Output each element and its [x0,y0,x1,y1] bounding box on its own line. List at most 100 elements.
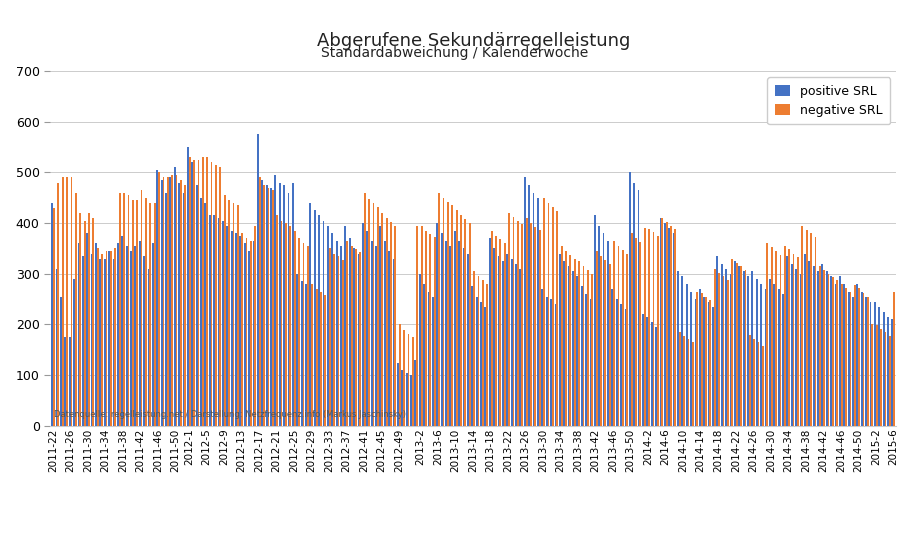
Bar [760,284,762,426]
Bar [246,238,248,426]
Bar [82,256,84,426]
Bar [350,246,352,426]
Bar [386,218,388,426]
Bar [725,269,727,426]
Bar [694,299,696,426]
Bar [570,254,571,426]
Bar [782,294,784,426]
Bar [590,299,592,426]
Bar [333,253,335,426]
Bar [342,259,344,426]
Bar [406,372,408,426]
Bar [392,259,394,426]
Bar [104,259,106,426]
Bar [648,229,650,426]
Bar [594,216,596,426]
Bar [456,210,458,426]
Bar [115,248,116,426]
Bar [401,370,403,426]
Bar [517,221,519,426]
Bar [414,360,416,426]
Bar [688,339,690,426]
Bar [56,269,57,426]
Bar [883,312,885,426]
Bar [62,177,64,426]
Bar [263,185,265,426]
Bar [858,288,860,426]
Bar [233,203,235,426]
Bar [410,375,412,426]
Bar [270,188,272,426]
Bar [747,276,749,426]
Bar [616,299,618,426]
Bar [805,230,807,426]
Bar [412,337,414,426]
Bar [775,251,777,426]
Bar [526,218,528,426]
Bar [250,241,252,426]
Bar [585,294,587,426]
Bar [200,198,202,426]
Bar [178,182,180,426]
Bar [703,296,705,426]
Bar [241,233,243,426]
Bar [439,193,440,426]
Bar [572,271,574,426]
Bar [375,246,377,426]
Bar [788,250,790,426]
Bar [664,223,666,426]
Bar [347,241,349,426]
Bar [743,271,744,426]
Bar [174,167,176,426]
Bar [612,289,613,426]
Bar [88,213,90,426]
Bar [349,238,350,426]
Bar [604,259,606,426]
Bar [692,342,693,426]
Bar [629,173,631,426]
Bar [744,270,746,426]
Bar [727,280,729,426]
Bar [819,266,821,426]
Bar [215,165,217,426]
Bar [425,230,427,426]
Bar [467,253,469,426]
Bar [205,203,207,426]
Bar [512,217,514,426]
Bar [113,259,115,426]
Bar [420,225,422,426]
Bar [440,233,442,426]
Bar [180,180,182,426]
Bar [596,251,598,426]
Bar [379,225,381,426]
Bar [813,266,814,426]
Bar [280,221,282,426]
Bar [762,346,763,426]
Bar [502,261,504,426]
Bar [442,198,444,426]
Bar [459,241,460,426]
Bar [493,248,495,426]
Bar [338,256,339,426]
Bar [322,221,325,426]
Bar [183,193,185,426]
Bar [121,236,123,426]
Bar [668,228,670,426]
Bar [753,339,755,426]
Bar [126,246,127,426]
Bar [152,244,154,426]
Bar [655,327,657,426]
Bar [534,227,536,426]
Bar [248,251,250,426]
Bar [854,285,855,426]
Bar [77,244,79,426]
Bar [784,246,785,426]
Bar [880,329,882,426]
Bar [713,269,715,426]
Bar [289,225,291,426]
Bar [682,276,683,426]
Bar [471,287,473,426]
Bar [116,244,118,426]
Bar [515,264,517,426]
Bar [359,252,361,426]
